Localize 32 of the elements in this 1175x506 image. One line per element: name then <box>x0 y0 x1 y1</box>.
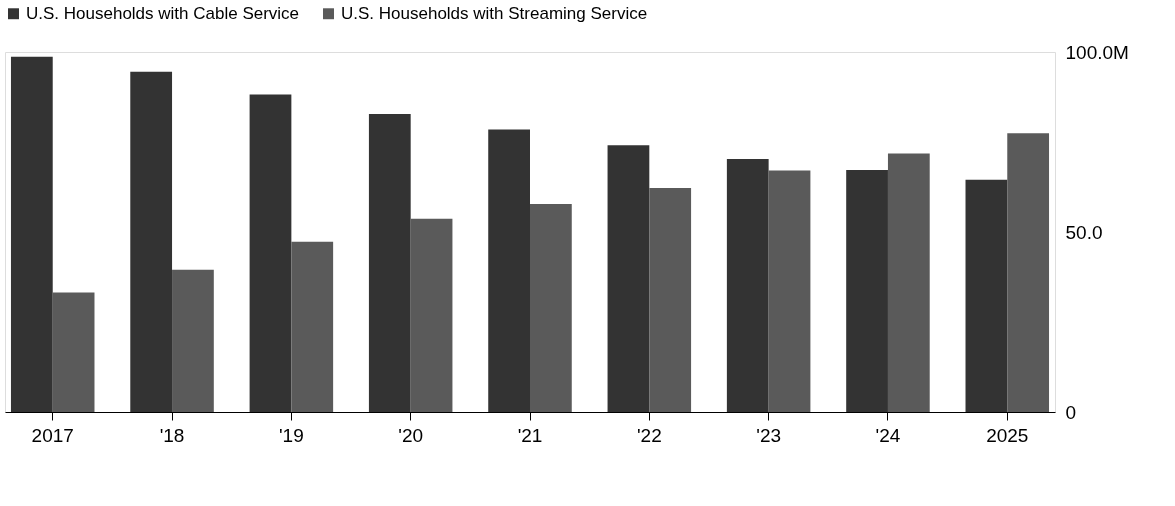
x-tick-label: 2025 <box>986 424 1029 446</box>
bar <box>291 241 334 412</box>
x-tick-label: '20 <box>398 424 424 446</box>
bar <box>965 179 1008 412</box>
x-tick-label: '19 <box>278 424 304 446</box>
bar <box>768 170 811 412</box>
bar <box>10 56 53 412</box>
bar <box>52 292 95 412</box>
bar <box>368 113 411 412</box>
legend-label: U.S. Households with Cable Service <box>26 3 300 23</box>
bar <box>607 145 650 412</box>
bar <box>530 203 572 412</box>
bar <box>846 170 888 412</box>
y-tick-label: 0 <box>1065 401 1077 423</box>
x-tick-label: 2017 <box>31 424 74 446</box>
bar <box>488 129 530 412</box>
bar <box>249 94 292 412</box>
x-tick-label: '21 <box>517 424 543 446</box>
bar <box>887 153 930 412</box>
bar <box>130 71 173 412</box>
x-tick-label: '24 <box>875 424 901 446</box>
bar <box>1007 133 1050 412</box>
x-tick-label: '18 <box>159 424 185 446</box>
x-tick-label: '22 <box>636 424 662 446</box>
bar <box>410 218 453 412</box>
x-tick-label: '23 <box>756 424 782 446</box>
bar <box>726 158 769 412</box>
y-tick-label: 50.0 <box>1065 221 1103 243</box>
y-tick-label: 100.0M <box>1065 41 1129 63</box>
bar <box>172 269 214 412</box>
legend-label: U.S. Households with Streaming Service <box>341 3 648 23</box>
bar <box>649 188 692 412</box>
